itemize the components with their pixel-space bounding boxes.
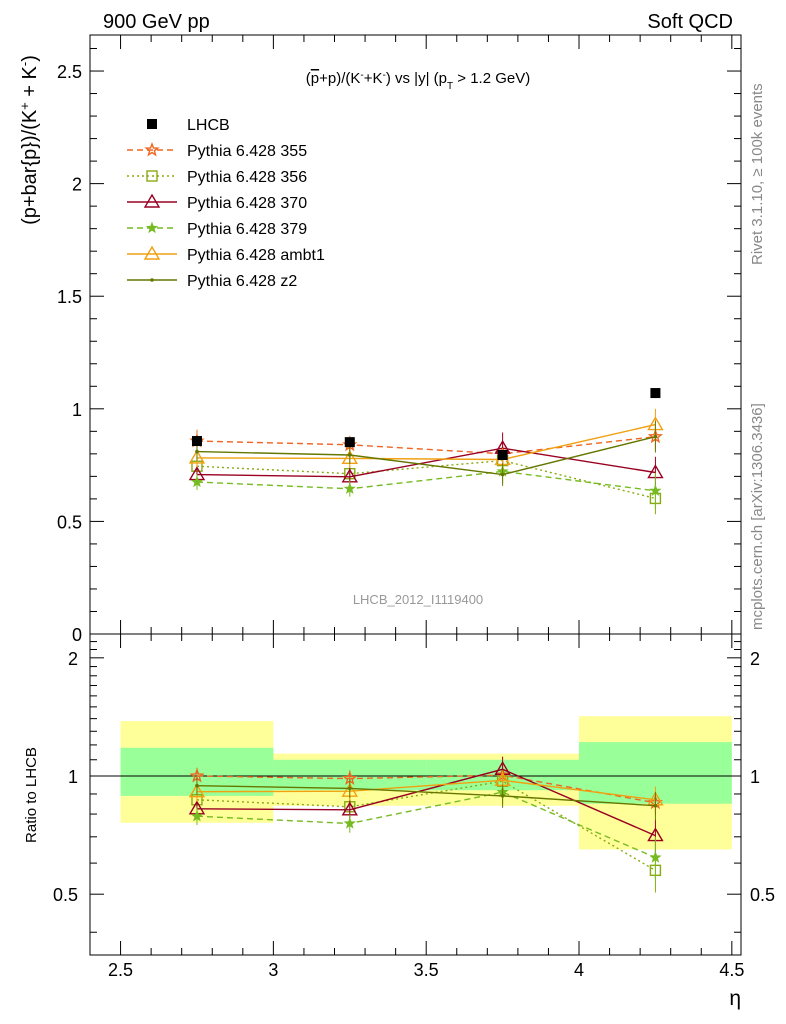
- data-point: [190, 475, 204, 488]
- ratio-y-tick-label: 1: [68, 767, 78, 787]
- ratio-y-tick-label-right: 1: [750, 767, 760, 787]
- ratio-series-5: [195, 776, 658, 821]
- ratio-series-line: [196, 785, 656, 807]
- ratio-series-line: [196, 774, 656, 804]
- lhcb-data-point: [497, 449, 508, 460]
- x-axis-label: η: [729, 987, 741, 1010]
- x-tick-label: 4: [574, 960, 584, 980]
- x-tick-label: 3: [268, 960, 278, 980]
- ratio-point: [649, 851, 662, 863]
- series-line: [196, 447, 656, 478]
- legend-item-1: Pythia 6.428 355: [127, 142, 307, 160]
- rivet-version-label: Rivet 3.1.10, ≥ 100k events: [749, 83, 766, 265]
- legend-label: Pythia 6.428 370: [187, 195, 307, 212]
- legend-label: Pythia 6.428 379: [187, 221, 307, 238]
- legend-item-5: Pythia 6.428 ambt1: [127, 245, 325, 264]
- data-point: [188, 449, 206, 464]
- series-line: [196, 470, 656, 492]
- legend-label: Pythia 6.428 356: [187, 169, 307, 186]
- series-layer: [188, 388, 664, 893]
- legend-item-2: Pythia 6.428 356: [127, 169, 307, 186]
- series-4: [188, 408, 664, 471]
- legend-label: Pythia 6.428 z2: [187, 273, 297, 290]
- series-line: [196, 459, 656, 500]
- ratio-point: [188, 783, 206, 798]
- legend-marker: [144, 142, 160, 157]
- y-tick-label: 2: [72, 175, 82, 195]
- lhcb-data-point: [344, 437, 355, 448]
- ratio-point: [190, 809, 204, 822]
- legend-marker: [143, 245, 161, 260]
- ratio-point: [195, 783, 199, 788]
- header-left: 900 GeV pp: [103, 11, 210, 33]
- axes: 2.5 3 3.5 4 4.5 0 0.5 1 1.5 2 2.5 0.5 0.5 1 1 2 2: [53, 34, 775, 980]
- ratio-frame: [89, 633, 742, 956]
- series-line: [196, 436, 656, 455]
- lhcb-data-point: [650, 388, 661, 399]
- ratio-y-tick-label-right: 2: [750, 649, 760, 669]
- y-tick-label: 0: [72, 625, 82, 645]
- ratio-y-tick-label-right: 0.5: [750, 885, 775, 905]
- ratio-series-line: [196, 779, 656, 801]
- x-tick-label: 4.5: [719, 960, 744, 980]
- ratio-point: [343, 817, 356, 829]
- legend-item-0: LHCB: [147, 117, 230, 134]
- data-point: [195, 449, 199, 454]
- y-tick-label: 0.5: [57, 512, 82, 532]
- series-line: [196, 423, 656, 461]
- legend-item-4: Pythia 6.428 379: [127, 221, 307, 238]
- x-tick-label: 3.5: [414, 960, 439, 980]
- ratio-series-line: [196, 780, 656, 872]
- ratio-point: [500, 794, 505, 798]
- ratio-y-tick-label: 0.5: [53, 885, 78, 905]
- ratio-point: [653, 803, 658, 808]
- ratio-series-line: [196, 791, 656, 859]
- header-right: Soft QCD: [647, 11, 733, 33]
- legend-item-6: Pythia 6.428 z2: [127, 273, 297, 290]
- y-tick-label: 2.5: [57, 62, 82, 82]
- series-3: [190, 460, 662, 509]
- legend-marker: [150, 278, 154, 282]
- series-line: [196, 436, 656, 476]
- y-tick-label: 1: [72, 400, 82, 420]
- data-point: [500, 472, 505, 477]
- data-point: [343, 482, 356, 494]
- legend-item-3: Pythia 6.428 370: [127, 193, 307, 212]
- legend-marker: [146, 170, 158, 182]
- ratio-y-tick-label: 2: [68, 649, 78, 669]
- lhcb-data-point: [191, 436, 202, 447]
- main-y-axis-label: (p+bar{p})/(K+ + K-): [17, 55, 42, 225]
- legend-marker: [147, 119, 157, 129]
- ratio-series-line: [196, 768, 656, 837]
- ratio-series-3: [190, 781, 662, 882]
- ratio-point: [347, 786, 352, 791]
- mcplots-reference-label: mcplots.cern.ch [arXiv:1306.3436]: [749, 403, 766, 630]
- chart-title: (p+p)/(K-+K-) vs |y| (pT > 1.2 GeV): [306, 70, 530, 92]
- data-point: [649, 484, 662, 496]
- series-5: [195, 420, 658, 486]
- y-tick-label: 1.5: [57, 287, 82, 307]
- data-point: [653, 434, 658, 439]
- x-tick-label: 2.5: [108, 960, 133, 980]
- legend-label: LHCB: [187, 117, 230, 134]
- legend: LHCB Pythia 6.428 355 Pythia 6.428 356 Pyth…: [127, 117, 325, 290]
- legend-marker: [143, 193, 161, 208]
- legend-label: Pythia 6.428 ambt1: [187, 247, 325, 264]
- legend-label: Pythia 6.428 355: [187, 143, 307, 160]
- watermark-label: LHCB_2012_I1119400: [353, 592, 483, 607]
- data-point: [347, 453, 352, 457]
- legend-marker: [145, 221, 159, 234]
- ratio-y-axis-label: Ratio to LHCB: [23, 747, 40, 843]
- series-2: [188, 432, 664, 489]
